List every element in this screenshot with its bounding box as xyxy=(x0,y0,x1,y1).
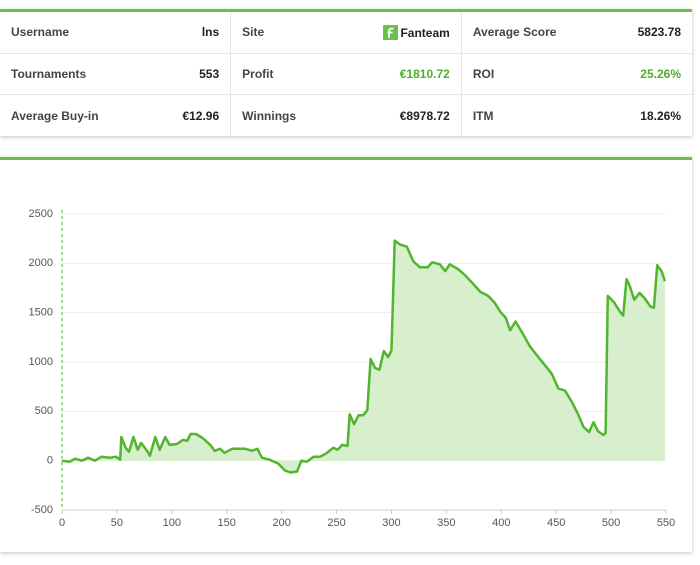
stat-label: Average Buy-in xyxy=(11,108,99,123)
x-tick-label: 200 xyxy=(272,517,290,529)
site-name: Fanteam xyxy=(400,25,450,40)
x-tick-label: 550 xyxy=(657,517,675,529)
stat-cell: Site Fanteam xyxy=(230,12,462,54)
stat-value: 25.26% xyxy=(640,66,681,81)
x-tick-label: 100 xyxy=(163,517,181,529)
y-tick-label: 1000 xyxy=(29,356,53,368)
stat-label: Username xyxy=(11,25,70,40)
stat-label: Winnings xyxy=(242,108,297,123)
stat-label: ROI xyxy=(472,66,495,81)
stat-cell: Average Buy-in €12.96 xyxy=(0,94,232,136)
stat-cell: ROI 25.26% xyxy=(460,52,692,96)
stat-value: 18.26% xyxy=(640,108,681,123)
x-tick-label: 150 xyxy=(218,517,236,529)
y-tick-label: 2000 xyxy=(29,257,53,269)
stat-cell: Average Score 5823.78 xyxy=(460,12,692,54)
x-tick-label: 50 xyxy=(111,517,123,529)
y-tick-label: 2500 xyxy=(29,208,53,220)
stat-cell: ITM 18.26% xyxy=(460,94,692,136)
stat-value: 553 xyxy=(199,66,220,81)
site-icon xyxy=(383,24,399,40)
y-tick-label: 500 xyxy=(35,405,53,417)
x-tick-label: 0 xyxy=(59,517,65,529)
x-tick-label: 450 xyxy=(547,517,565,529)
stats-card: Username lns Site Fanteam Average Score 582… xyxy=(0,9,692,136)
stat-value: Fanteam xyxy=(383,24,450,40)
area-fill xyxy=(62,240,665,473)
stat-cell: Winnings €8978.72 xyxy=(230,94,462,136)
stats-table: Username lns Site Fanteam Average Score 582… xyxy=(0,12,692,136)
stat-label: Site xyxy=(242,24,265,39)
y-tick-label: -500 xyxy=(31,504,53,516)
stat-cell: Username lns xyxy=(0,12,232,54)
y-tick-label: 1500 xyxy=(29,307,53,319)
stat-value: €12.96 xyxy=(182,108,220,123)
y-tick-label: 0 xyxy=(47,455,53,467)
chart-card: -500 0 500 1000 1500 2000 2500 0 50 100 150 200 250 3… xyxy=(0,157,692,552)
x-tick-label: 350 xyxy=(437,517,455,529)
stat-cell: Profit €1810.72 xyxy=(230,52,462,96)
x-tick-label: 300 xyxy=(382,517,400,529)
stat-value: 5823.78 xyxy=(637,25,681,40)
x-tick-label: 500 xyxy=(602,517,620,529)
stat-label: Tournaments xyxy=(11,66,87,81)
stat-label: Profit xyxy=(242,66,274,81)
stat-value: €1810.72 xyxy=(399,66,450,81)
stat-label: Average Score xyxy=(472,25,557,40)
x-tick-label: 250 xyxy=(327,517,345,529)
stat-value: €8978.72 xyxy=(399,108,450,123)
chart: -500 0 500 1000 1500 2000 2500 0 50 100 150 200 250 3… xyxy=(29,208,676,529)
stat-label: ITM xyxy=(472,108,494,123)
stat-value: lns xyxy=(201,25,220,40)
area-line xyxy=(61,239,667,474)
x-tick-label: 400 xyxy=(492,517,510,529)
stat-cell: Tournaments 553 xyxy=(0,52,232,96)
